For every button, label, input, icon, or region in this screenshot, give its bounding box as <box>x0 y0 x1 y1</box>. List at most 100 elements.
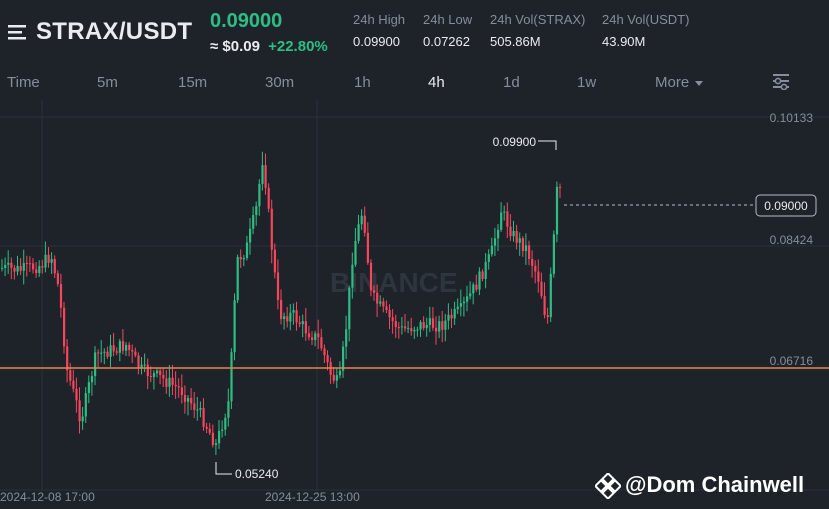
candlestick-chart[interactable]: BINANCE 0.10133 0.08424 0.06716 0.09000 … <box>0 100 829 509</box>
high-marker-label: 0.09900 <box>493 135 537 149</box>
candle-body <box>227 401 230 418</box>
exchange-watermark: BINANCE <box>330 267 458 298</box>
candle-body <box>218 430 221 444</box>
stat-value: 0.07262 <box>423 34 470 49</box>
candle-body <box>493 238 497 246</box>
candle-body <box>47 254 50 263</box>
candle-body <box>143 364 146 366</box>
candle-body <box>332 374 335 381</box>
time-axis-label: 2024-12-08 17:00 <box>0 490 95 504</box>
candle-body <box>97 352 100 354</box>
candle-body <box>537 271 540 282</box>
candle-body <box>140 364 143 368</box>
candle-body <box>416 329 419 331</box>
candle-body <box>543 296 546 315</box>
candle-body <box>453 309 456 319</box>
candle-body <box>66 346 69 371</box>
current-price-value: 0.09000 <box>764 199 808 213</box>
candle-body <box>286 316 289 322</box>
candle-body <box>252 215 255 229</box>
candle-body <box>503 211 506 213</box>
candle-body <box>354 240 357 265</box>
candle-body <box>376 292 379 304</box>
candle-body <box>459 303 462 307</box>
low-marker-label: 0.05240 <box>235 467 279 481</box>
candle-body <box>484 261 487 279</box>
candle-body <box>394 321 397 328</box>
candle-body <box>447 314 450 321</box>
candle-body <box>410 328 413 332</box>
candle-body <box>196 409 199 411</box>
candle-body <box>63 307 66 347</box>
tab-more[interactable]: More <box>655 74 704 91</box>
candle-body <box>422 322 425 329</box>
candle-body <box>317 333 320 338</box>
menu-icon[interactable] <box>8 22 28 42</box>
candle-body <box>379 301 382 304</box>
candle-body <box>348 287 351 330</box>
candle-body <box>28 263 32 265</box>
candle-body <box>413 329 416 332</box>
stat-label: 24h Vol(USDT) <box>602 12 690 27</box>
candle-body <box>264 165 267 188</box>
candle-body <box>360 215 363 225</box>
candle-body <box>109 345 112 357</box>
diamond-logo-icon <box>595 473 621 500</box>
candle-body <box>338 370 342 376</box>
candle-body <box>311 337 314 341</box>
candle-body <box>304 321 307 334</box>
candle-body <box>357 224 360 241</box>
candle-body <box>4 264 7 268</box>
candle-body <box>125 344 128 351</box>
stat-label: 24h Vol(STRAX) <box>490 12 586 27</box>
candle-body <box>400 326 404 328</box>
candle-body <box>87 382 90 393</box>
candle-body <box>552 234 555 274</box>
candle-body <box>301 321 304 325</box>
candle-body <box>500 212 503 230</box>
candle-body <box>25 263 28 265</box>
candle-body <box>528 245 531 260</box>
candle-body <box>165 378 168 387</box>
candle-body <box>462 301 466 304</box>
candle-body <box>487 254 490 262</box>
candle-body <box>521 238 524 252</box>
chart-settings-icon[interactable] <box>772 72 790 90</box>
tab-time[interactable]: Time <box>7 74 40 91</box>
candle-body <box>540 281 543 297</box>
tab-1h[interactable]: 1h <box>354 74 371 91</box>
candle-body <box>180 387 183 396</box>
candle-body <box>16 265 19 272</box>
candle-body <box>115 351 118 353</box>
candle-body <box>490 245 493 255</box>
candle-body <box>425 324 428 329</box>
tab-5m[interactable]: 5m <box>97 74 118 91</box>
candle-body <box>469 293 472 297</box>
candle-body <box>242 258 245 260</box>
candle-body <box>385 306 388 310</box>
tab-30m[interactable]: 30m <box>265 74 295 91</box>
candle-body <box>7 262 10 265</box>
candle-body <box>261 165 264 184</box>
candles <box>1 151 562 455</box>
candle-body <box>363 215 366 233</box>
candle-body <box>183 395 187 402</box>
candle-body <box>233 300 236 353</box>
tab-15m[interactable]: 15m <box>178 74 208 91</box>
candle-body <box>512 230 515 237</box>
tab-1w[interactable]: 1w <box>577 74 597 91</box>
candle-body <box>187 397 190 402</box>
candle-body <box>168 377 171 387</box>
interval-tabs: Time 5m 15m 30m 1h 4h 1d 1w More <box>0 66 829 100</box>
pair-title[interactable]: STRAX/USDT <box>36 18 193 45</box>
candle-body <box>506 211 509 227</box>
tab-1d[interactable]: 1d <box>503 74 520 91</box>
chevron-down-icon <box>695 80 704 86</box>
candle-body <box>441 321 444 330</box>
candle-body <box>481 271 484 279</box>
tab-4h[interactable]: 4h <box>428 74 445 91</box>
candle-body <box>205 426 208 429</box>
price-axis-label: 0.10133 <box>770 111 814 125</box>
header: STRAX/USDT 0.09000 ≈ $0.09 +22.80% 24h H… <box>0 0 829 64</box>
candle-body <box>438 321 441 332</box>
